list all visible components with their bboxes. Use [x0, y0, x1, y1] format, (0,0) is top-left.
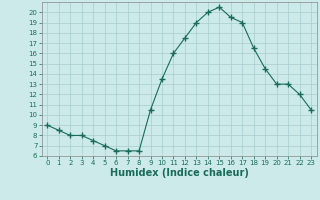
X-axis label: Humidex (Indice chaleur): Humidex (Indice chaleur): [110, 168, 249, 178]
